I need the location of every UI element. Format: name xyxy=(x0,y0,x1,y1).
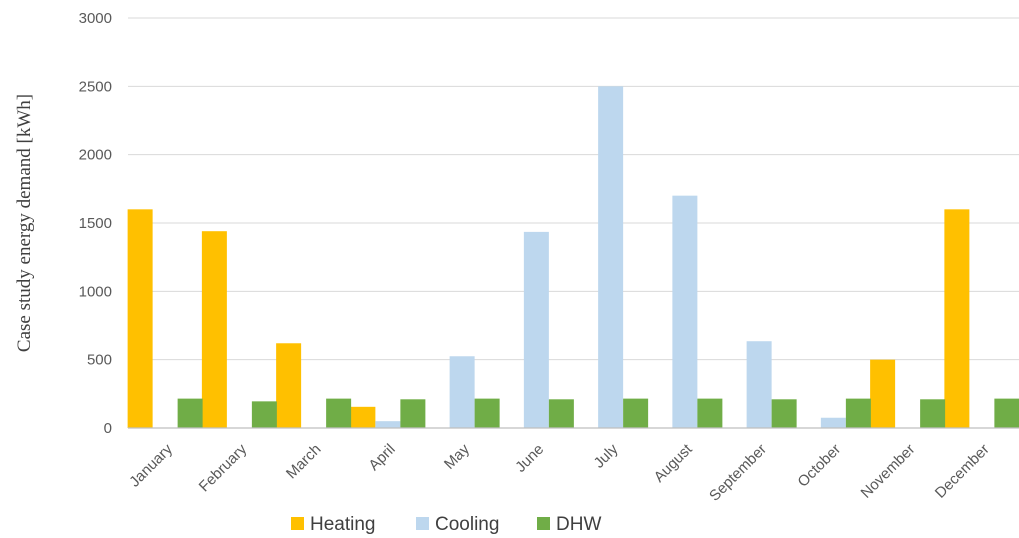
bar-dhw-february xyxy=(251,401,277,428)
legend-item-cooling: Cooling xyxy=(416,514,499,535)
y-tick-label: 1000 xyxy=(79,283,112,300)
legend-label: Heating xyxy=(310,514,376,535)
legend-swatch xyxy=(291,517,304,530)
legend: Heating Cooling DHW xyxy=(291,514,601,535)
x-tick-label: August xyxy=(651,440,697,486)
bar-cooling-june xyxy=(523,231,549,428)
x-axis-ticks: January February March April May June July Augu… xyxy=(126,440,993,504)
x-tick-label: April xyxy=(365,441,398,474)
bar-cooling-september xyxy=(746,341,772,428)
legend-swatch xyxy=(416,517,429,530)
y-tick-label: 0 xyxy=(104,420,112,437)
y-tick-label: 3000 xyxy=(79,10,112,27)
y-tick-label: 1500 xyxy=(79,215,112,232)
gridlines xyxy=(128,17,1019,361)
bar-heating-november xyxy=(870,359,896,428)
bar-heating-april xyxy=(350,406,376,428)
bar-heating-march xyxy=(276,343,302,428)
y-axis-ticks: 0 500 1000 1500 2000 2500 3000 xyxy=(79,10,112,437)
bar-cooling-april xyxy=(375,421,401,428)
bar-dhw-may xyxy=(474,398,500,428)
x-tick-label: February xyxy=(196,440,251,495)
bar-heating-january xyxy=(127,209,153,428)
y-axis-title: Case study energy demand [kWh] xyxy=(14,94,35,352)
bar-dhw-december xyxy=(994,398,1019,428)
bar-dhw-november xyxy=(920,399,946,428)
bar-dhw-august xyxy=(697,398,723,428)
x-tick-label: May xyxy=(441,440,473,472)
bar-dhw-january xyxy=(177,398,203,428)
x-tick-label: October xyxy=(794,441,844,491)
x-tick-label: January xyxy=(126,440,176,490)
bar-dhw-april xyxy=(400,399,426,428)
legend-item-heating: Heating xyxy=(291,514,376,535)
bar-dhw-july xyxy=(623,398,649,428)
x-tick-label: September xyxy=(706,441,770,505)
legend-item-dhw: DHW xyxy=(537,514,601,535)
legend-label: Cooling xyxy=(435,514,499,535)
bar-dhw-september xyxy=(771,399,797,428)
bar-cooling-october xyxy=(820,417,846,428)
legend-label: DHW xyxy=(556,514,601,535)
bar-cooling-may xyxy=(449,356,475,428)
y-tick-label: 500 xyxy=(87,352,112,369)
legend-swatch xyxy=(537,517,550,530)
bar-dhw-october xyxy=(845,398,871,428)
bars xyxy=(127,86,1019,428)
bar-cooling-august xyxy=(672,195,698,428)
y-tick-label: 2000 xyxy=(79,147,112,164)
x-tick-label: December xyxy=(932,441,993,502)
bar-heating-february xyxy=(201,231,227,428)
bar-cooling-july xyxy=(598,86,624,428)
bar-dhw-june xyxy=(548,399,574,428)
bar-heating-december xyxy=(944,209,970,428)
bar-dhw-march xyxy=(326,398,352,428)
x-tick-label: November xyxy=(857,441,918,502)
x-tick-label: June xyxy=(512,441,547,476)
x-tick-label: July xyxy=(591,440,622,471)
x-tick-label: March xyxy=(283,441,324,482)
y-tick-label: 2500 xyxy=(79,78,112,95)
